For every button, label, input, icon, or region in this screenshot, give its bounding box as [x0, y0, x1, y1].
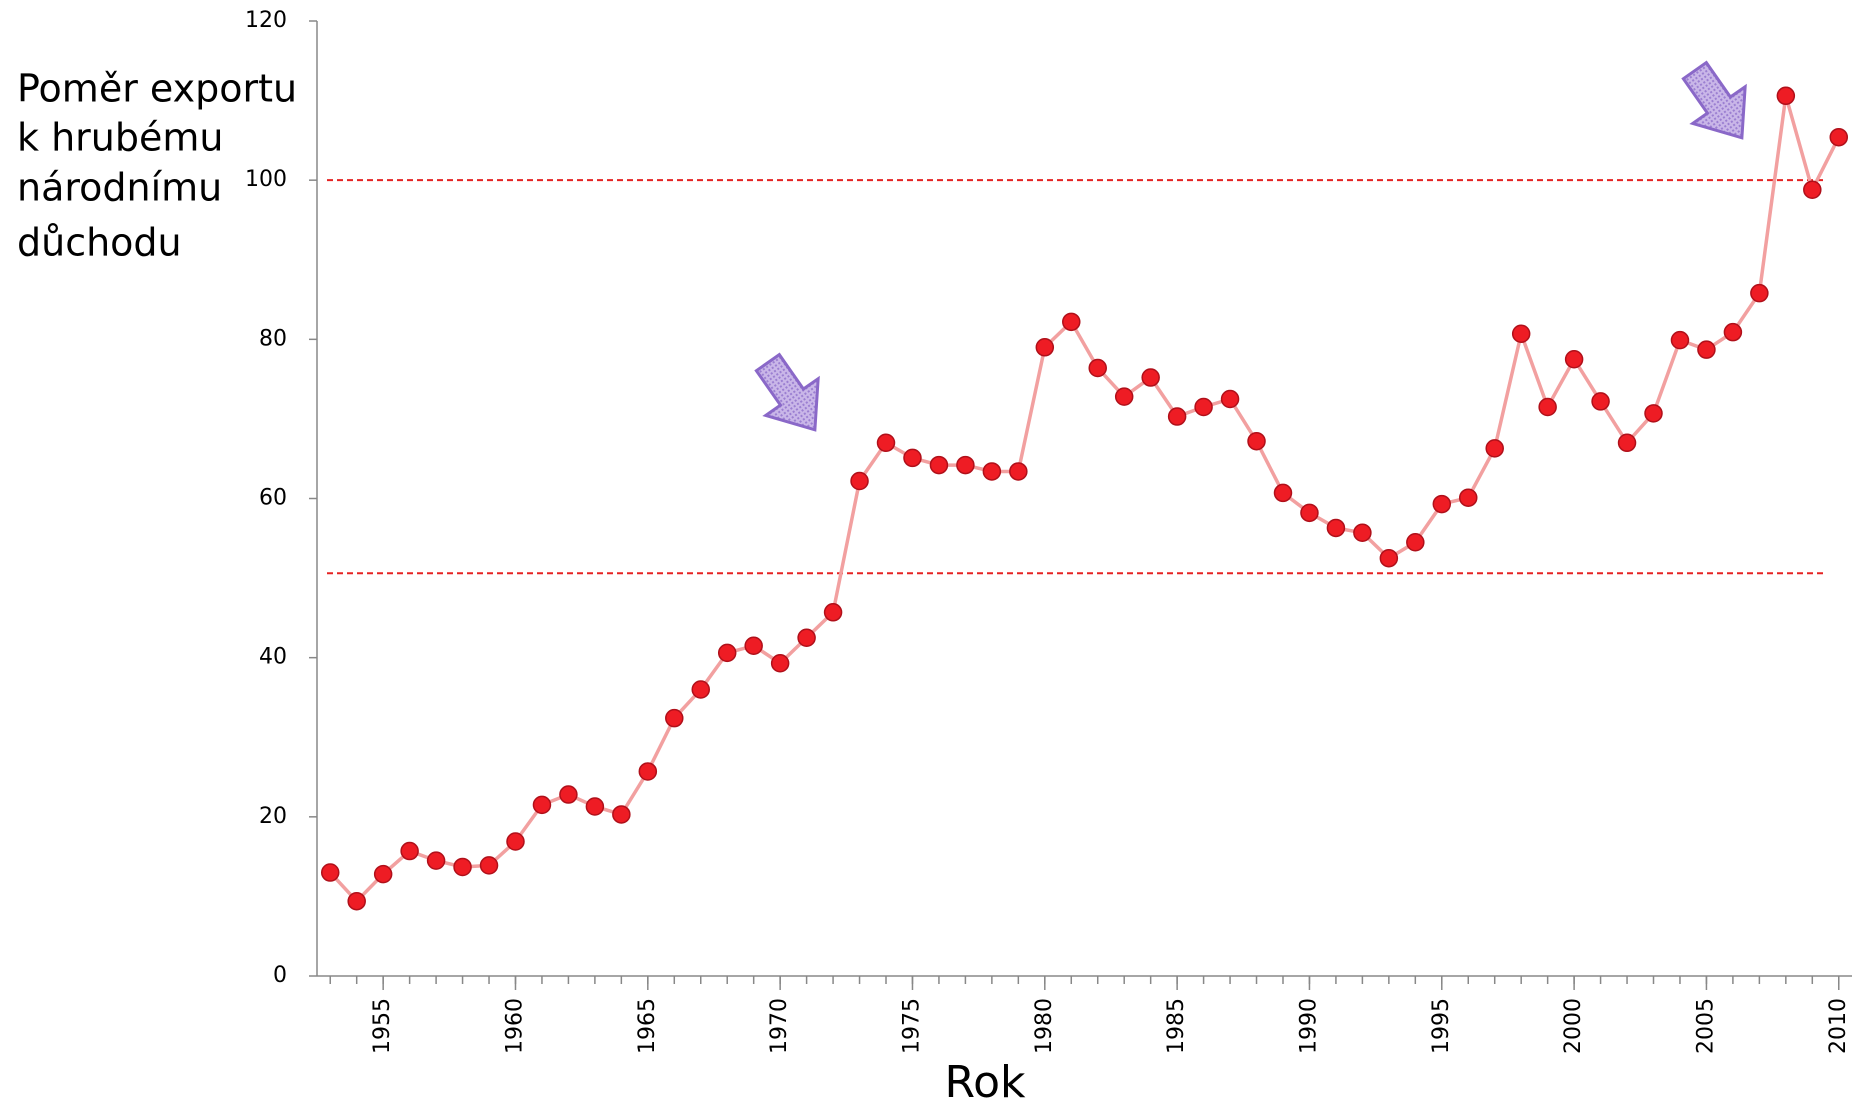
- series-line: [328, 95, 1841, 904]
- y-tick-label: 60: [259, 486, 287, 511]
- data-point: [1167, 407, 1187, 426]
- x-tick-label: 2000: [1561, 998, 1586, 1054]
- data-point: [1406, 533, 1425, 552]
- x-tick-label: 2010: [1826, 998, 1851, 1054]
- data-point: [1088, 358, 1107, 378]
- data-point: [1803, 180, 1822, 199]
- x-tick-label: 1990: [1296, 998, 1321, 1054]
- x-tick-label: 1975: [899, 998, 924, 1054]
- data-point: [1353, 523, 1372, 542]
- x-axis-label: Rok: [945, 1057, 1027, 1108]
- y-axis-label: důchodu: [17, 221, 182, 265]
- x-tick-label: 1955: [370, 998, 395, 1054]
- data-point: [797, 628, 816, 648]
- data-point: [373, 864, 393, 884]
- data-point: [1247, 431, 1266, 451]
- data-point: [1300, 503, 1319, 523]
- data-point: [1591, 392, 1610, 411]
- data-point: [1697, 340, 1716, 359]
- x-tick-label: 2005: [1693, 998, 1718, 1054]
- arrow-1973: [754, 352, 820, 432]
- data-point: [1670, 330, 1690, 350]
- data-point: [1485, 439, 1504, 458]
- data-point: [1379, 548, 1399, 568]
- data-point: [665, 708, 684, 728]
- data-point: [744, 636, 763, 655]
- x-tick-label: 1985: [1164, 998, 1189, 1054]
- data-point: [559, 785, 578, 804]
- data-point: [876, 433, 896, 453]
- data-point: [1644, 404, 1663, 423]
- data-point: [638, 762, 658, 781]
- x-tick-label: 1995: [1429, 998, 1454, 1054]
- y-tick-label: 20: [259, 804, 287, 829]
- data-point: [1538, 397, 1557, 417]
- data-point: [1062, 312, 1081, 332]
- data-point: [717, 643, 737, 663]
- data-point: [347, 891, 366, 911]
- data-point: [585, 797, 605, 816]
- data-point: [691, 680, 710, 699]
- data-point: [1194, 397, 1213, 417]
- data-point: [850, 471, 869, 491]
- y-axis-label: Poměr exportu: [17, 67, 297, 111]
- data-point: [532, 795, 552, 815]
- y-tick-label: 120: [245, 8, 287, 33]
- data-point: [426, 851, 446, 870]
- x-tick-label: 1970: [767, 998, 792, 1054]
- data-point: [1141, 368, 1160, 387]
- arrow-2008: [1681, 60, 1747, 140]
- data-point: [982, 462, 1002, 481]
- y-tick-label: 0: [273, 963, 287, 988]
- x-tick-label: 1960: [502, 998, 527, 1054]
- data-point: [1750, 283, 1769, 303]
- data-point: [612, 805, 631, 824]
- data-point: [1009, 462, 1028, 481]
- data-point: [1326, 518, 1346, 538]
- y-tick-label: 80: [259, 326, 287, 351]
- data-point: [453, 857, 472, 877]
- data-point: [1776, 86, 1796, 106]
- y-axis-label: národnímu: [17, 166, 222, 210]
- data-point: [770, 653, 790, 673]
- data-point: [1829, 127, 1849, 147]
- data-point: [1617, 433, 1637, 453]
- y-tick-label: 100: [245, 167, 287, 192]
- data-point: [823, 603, 843, 622]
- x-tick-label: 1965: [635, 998, 660, 1054]
- data-point: [1035, 338, 1055, 357]
- data-point: [400, 841, 419, 861]
- data-point: [1273, 483, 1293, 503]
- data-point: [1564, 349, 1584, 369]
- data-point: [929, 455, 949, 475]
- x-tick-label: 1980: [1032, 998, 1057, 1054]
- data-point: [479, 856, 499, 875]
- data-point: [1114, 387, 1134, 406]
- data-point: [956, 455, 975, 475]
- data-point: [1220, 389, 1240, 409]
- data-point: [1432, 494, 1452, 514]
- data-point: [903, 448, 922, 468]
- y-tick-label: 40: [259, 645, 287, 670]
- y-axis-label: k hrubému: [17, 116, 223, 160]
- data-point: [506, 832, 525, 851]
- data-point: [1459, 488, 1478, 507]
- data-point: [320, 863, 340, 882]
- data-point: [1723, 322, 1743, 342]
- data-point: [1511, 324, 1531, 344]
